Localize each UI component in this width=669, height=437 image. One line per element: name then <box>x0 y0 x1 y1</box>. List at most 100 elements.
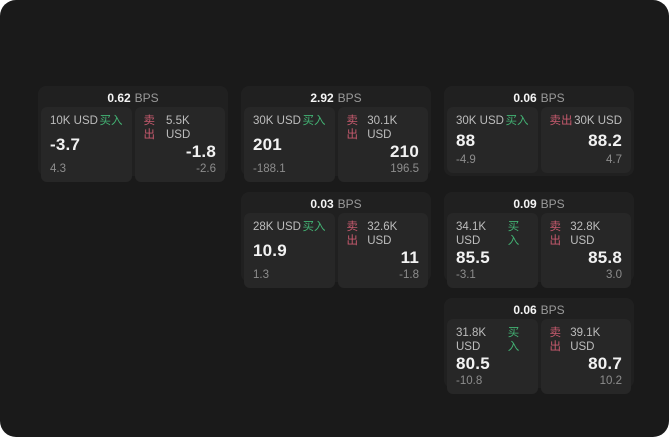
buy-price: 201 <box>253 135 282 154</box>
sell-label: 卖出 <box>346 115 359 141</box>
sell-amount: 5.5K USD <box>165 115 191 141</box>
quote-panels: 10K USD 买入 -3.7 4.3 卖出 5.5K USD -1.8 -2.… <box>41 107 225 182</box>
sell-price: 210 <box>390 142 419 161</box>
spread-value: 0.62 <box>107 91 131 105</box>
quote-panels: 28K USD 买入 10.9 1.3 卖出 32.6K USD 11 -1.8 <box>244 213 428 288</box>
spread-value: 2.92 <box>310 91 334 105</box>
buy-panel-top: 31.8K USD 买入 <box>456 326 529 354</box>
buy-panel[interactable]: 31.8K USD 买入 80.5 -10.8 <box>447 319 538 394</box>
sell-price: 88.2 <box>588 130 622 150</box>
spread-unit: BPS <box>134 91 159 105</box>
sell-amount: 30K USD <box>574 115 622 127</box>
spread-value: 0.06 <box>513 303 537 317</box>
buy-delta: 1.3 <box>253 269 269 281</box>
buy-amount: 31.8K USD <box>456 327 487 353</box>
sell-panel[interactable]: 卖出 32.6K USD 11 -1.8 <box>337 213 428 288</box>
sell-panel[interactable]: 卖出 30K USD 88.2 4.7 <box>540 107 631 173</box>
spread-header: 0.62 BPS <box>41 89 225 107</box>
buy-panel[interactable]: 10K USD 买入 -3.7 4.3 <box>41 107 132 182</box>
buy-label: 买入 <box>302 115 326 127</box>
buy-panel[interactable]: 30K USD 买入 201 -188.1 <box>244 107 335 182</box>
buy-price: 88 <box>456 130 476 150</box>
sell-panel[interactable]: 卖出 5.5K USD -1.8 -2.6 <box>134 107 225 182</box>
sell-panel[interactable]: 卖出 32.8K USD 85.8 3.0 <box>540 213 631 288</box>
buy-label: 买入 <box>507 221 520 247</box>
sell-panel-top: 卖出 5.5K USD <box>144 114 217 142</box>
quote-card: 0.06 BPS 31.8K USD 买入 80.5 -10.8 卖出 39.1… <box>444 298 634 394</box>
quote-card-grid: 0.62 BPS 10K USD 买入 -3.7 4.3 卖出 5.5K USD <box>38 86 634 394</box>
buy-panel-top: 10K USD 买入 <box>50 114 123 128</box>
quote-panels: 31.8K USD 买入 80.5 -10.8 卖出 39.1K USD 80.… <box>447 319 631 394</box>
sell-delta: 196.5 <box>390 163 419 175</box>
buy-panel[interactable]: 34.1K USD 买入 85.5 -3.1 <box>447 213 538 288</box>
buy-amount: 30K USD <box>253 115 301 127</box>
sell-amount: 30.1K USD <box>367 115 398 141</box>
spread-value: 0.09 <box>513 197 537 211</box>
quote-panels: 30K USD 买入 201 -188.1 卖出 30.1K USD 210 1… <box>244 107 428 182</box>
quote-panels: 30K USD 买入 88 -4.9 卖出 30K USD 88.2 4.7 <box>447 107 631 173</box>
sell-label: 卖出 <box>549 221 562 247</box>
buy-panel-top: 28K USD 买入 <box>253 220 326 234</box>
sell-price: 11 <box>400 248 419 267</box>
sell-panel-top: 卖出 30K USD <box>550 114 623 128</box>
buy-amount: 34.1K USD <box>456 221 487 247</box>
buy-delta: -4.9 <box>456 154 476 166</box>
sell-price: 85.8 <box>588 248 622 267</box>
buy-label: 买入 <box>507 327 520 353</box>
sell-label: 卖出 <box>549 115 573 127</box>
buy-panel-top: 30K USD 买入 <box>253 114 326 128</box>
spread-header: 0.03 BPS <box>244 195 428 213</box>
sell-price: 80.7 <box>588 354 622 373</box>
sell-amount: 32.8K USD <box>570 221 601 247</box>
buy-panel[interactable]: 30K USD 买入 88 -4.9 <box>447 107 538 173</box>
buy-label: 买入 <box>302 221 326 233</box>
spread-unit: BPS <box>540 303 565 317</box>
sell-panel[interactable]: 卖出 39.1K USD 80.7 10.2 <box>540 319 631 394</box>
spread-unit: BPS <box>540 91 565 105</box>
quote-card: 0.09 BPS 34.1K USD 买入 85.5 -3.1 卖出 32.8K… <box>444 192 634 288</box>
spread-header: 0.09 BPS <box>447 195 631 213</box>
buy-price: 10.9 <box>253 241 287 260</box>
buy-panel[interactable]: 28K USD 买入 10.9 1.3 <box>244 213 335 288</box>
sell-label: 卖出 <box>346 221 359 247</box>
spread-value: 0.06 <box>513 91 537 105</box>
spread-unit: BPS <box>337 91 362 105</box>
buy-panel-top: 34.1K USD 买入 <box>456 220 529 248</box>
sell-panel-top: 卖出 30.1K USD <box>347 114 420 142</box>
buy-delta: -10.8 <box>456 375 483 387</box>
quote-card: 0.62 BPS 10K USD 买入 -3.7 4.3 卖出 5.5K USD <box>38 86 228 182</box>
buy-amount: 30K USD <box>456 115 504 127</box>
spread-value: 0.03 <box>310 197 334 211</box>
buy-amount: 10K USD <box>50 115 98 127</box>
quote-panels: 34.1K USD 买入 85.5 -3.1 卖出 32.8K USD 85.8… <box>447 213 631 288</box>
buy-delta: 4.3 <box>50 163 66 175</box>
quote-card: 0.03 BPS 28K USD 买入 10.9 1.3 卖出 32.6K US… <box>241 192 431 288</box>
buy-price: 80.5 <box>456 354 490 373</box>
sell-delta: -1.8 <box>399 269 419 281</box>
spread-header: 0.06 BPS <box>447 301 631 319</box>
sell-amount: 39.1K USD <box>570 327 601 353</box>
spread-header: 0.06 BPS <box>447 89 631 107</box>
sell-delta: 3.0 <box>606 269 622 281</box>
quote-card: 0.06 BPS 30K USD 买入 88 -4.9 卖出 30K USD <box>444 86 634 176</box>
buy-panel-top: 30K USD 买入 <box>456 114 529 128</box>
spread-header: 2.92 BPS <box>244 89 428 107</box>
sell-panel[interactable]: 卖出 30.1K USD 210 196.5 <box>337 107 428 182</box>
sell-delta: -2.6 <box>196 163 216 175</box>
sell-panel-top: 卖出 39.1K USD <box>550 326 623 354</box>
sell-delta: 4.7 <box>606 154 622 166</box>
sell-panel-top: 卖出 32.8K USD <box>550 220 623 248</box>
buy-amount: 28K USD <box>253 221 301 233</box>
buy-delta: -188.1 <box>253 163 286 175</box>
buy-label: 买入 <box>505 115 529 127</box>
sell-panel-top: 卖出 32.6K USD <box>347 220 420 248</box>
spread-unit: BPS <box>337 197 362 211</box>
buy-label: 买入 <box>99 115 123 127</box>
sell-amount: 32.6K USD <box>367 221 398 247</box>
buy-price: -3.7 <box>50 135 81 154</box>
spread-unit: BPS <box>540 197 565 211</box>
buy-price: 85.5 <box>456 248 490 267</box>
quote-card: 2.92 BPS 30K USD 买入 201 -188.1 卖出 30.1K … <box>241 86 431 182</box>
sell-label: 卖出 <box>143 115 156 141</box>
